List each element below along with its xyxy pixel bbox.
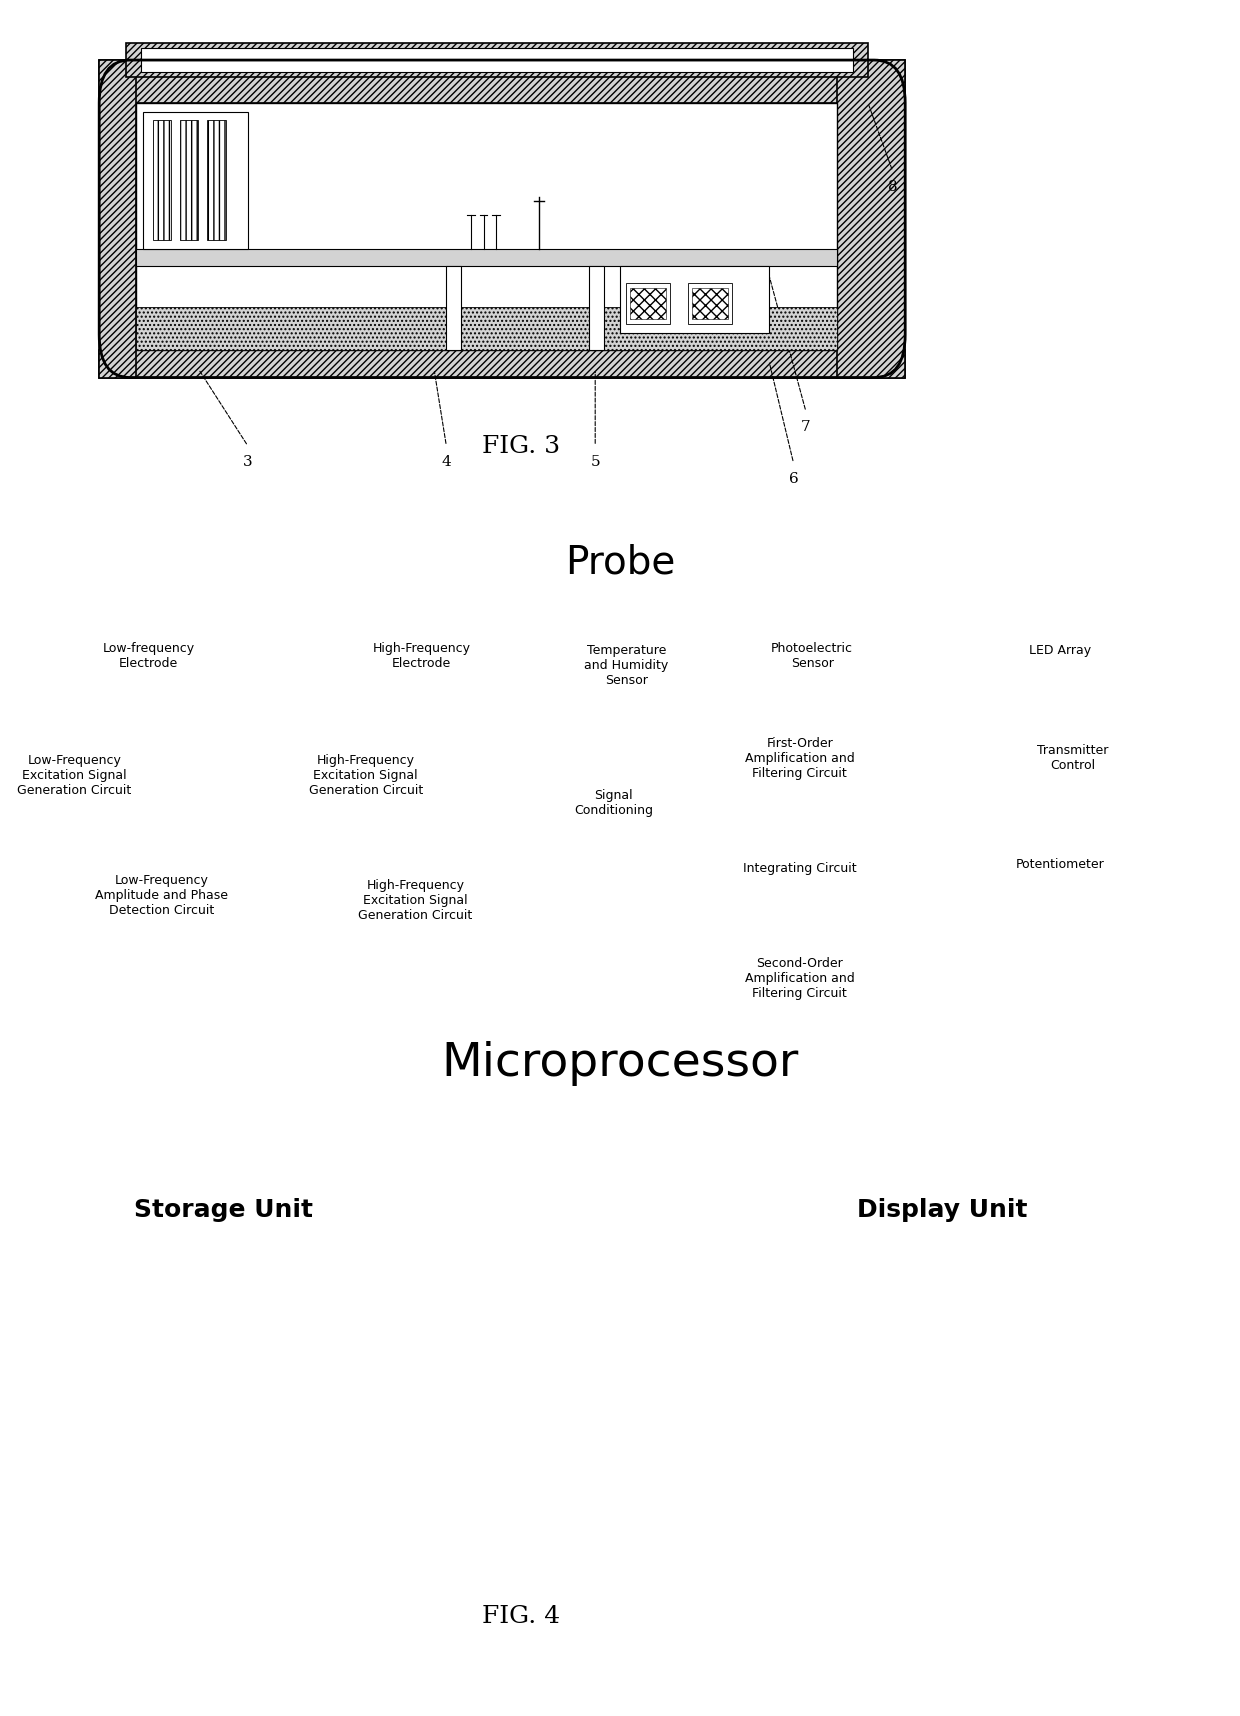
Bar (630, 288, 666, 319)
Text: Potentiometer: Potentiometer (1016, 858, 1105, 872)
Text: LED Array: LED Array (1029, 644, 1091, 657)
Bar (153, 120, 171, 240)
Bar (589, 266, 604, 350)
Text: Display Unit: Display Unit (857, 1198, 1028, 1222)
Text: Photoelectric
Sensor: Photoelectric Sensor (771, 642, 853, 669)
Bar (136, 103, 837, 350)
Bar (99, 60, 905, 103)
Text: 6: 6 (789, 472, 799, 486)
Text: High-Frequency
Excitation Signal
Generation Circuit: High-Frequency Excitation Signal Generat… (358, 879, 472, 923)
Text: 5: 5 (590, 455, 600, 468)
Text: Storage Unit: Storage Unit (134, 1198, 312, 1222)
Text: Low-Frequency
Excitation Signal
Generation Circuit: Low-Frequency Excitation Signal Generati… (17, 753, 131, 798)
Text: 4: 4 (441, 455, 451, 468)
Bar (626, 283, 670, 324)
Bar (136, 307, 837, 350)
Text: Second-Order
Amplification and
Filtering Circuit: Second-Order Amplification and Filtering… (745, 956, 854, 1000)
Bar (620, 266, 769, 333)
Text: High-Frequency
Excitation Signal
Generation Circuit: High-Frequency Excitation Signal Generat… (309, 753, 423, 798)
Bar (446, 266, 461, 350)
Bar (99, 350, 905, 378)
Text: 8: 8 (888, 180, 898, 194)
Text: Low-Frequency
Amplitude and Phase
Detection Circuit: Low-Frequency Amplitude and Phase Detect… (94, 873, 228, 918)
Text: 3: 3 (243, 455, 253, 468)
Bar (126, 43, 868, 77)
Bar (143, 112, 248, 249)
Text: Probe: Probe (564, 544, 676, 582)
Bar (837, 60, 905, 378)
Bar (141, 48, 853, 72)
Text: FIG. 3: FIG. 3 (481, 434, 560, 458)
Bar (180, 120, 198, 240)
Bar (692, 288, 728, 319)
Text: Signal
Conditioning: Signal Conditioning (574, 789, 653, 817)
Text: Integrating Circuit: Integrating Circuit (743, 861, 857, 875)
Text: Temperature
and Humidity
Sensor: Temperature and Humidity Sensor (584, 644, 668, 688)
Bar (136, 249, 837, 266)
Text: Microprocessor: Microprocessor (441, 1042, 799, 1086)
Bar (207, 120, 226, 240)
Text: FIG. 4: FIG. 4 (481, 1604, 560, 1628)
Text: Low-frequency
Electrode: Low-frequency Electrode (103, 642, 195, 669)
Bar (688, 283, 732, 324)
Text: Transmitter
Control: Transmitter Control (1037, 745, 1109, 772)
Text: First-Order
Amplification and
Filtering Circuit: First-Order Amplification and Filtering … (745, 736, 854, 781)
Text: High-Frequency
Electrode: High-Frequency Electrode (372, 642, 471, 669)
Bar (99, 60, 136, 378)
Text: 7: 7 (801, 420, 811, 434)
